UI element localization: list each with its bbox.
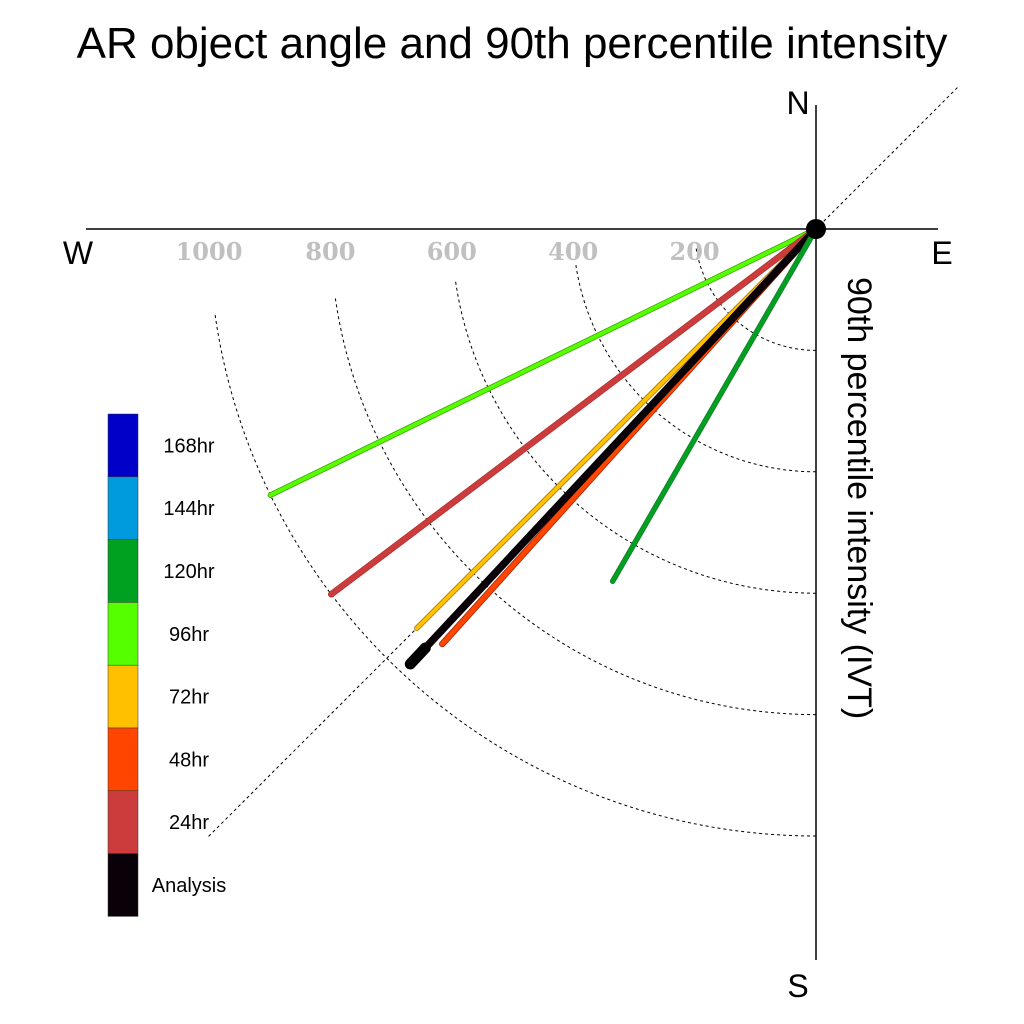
origin-point — [806, 219, 826, 239]
legend-label-72hr: 72hr — [169, 687, 209, 709]
y-axis-label: 90th percentile intensity (IVT) — [840, 277, 878, 719]
tick-label-600: 600 — [427, 237, 477, 266]
legend-swatch-168hr — [107, 413, 139, 478]
compass-west: W — [63, 235, 94, 271]
series-line-24hr — [328, 226, 819, 597]
legend-swatch-72hr — [107, 664, 139, 729]
legend-label-96hr: 96hr — [169, 624, 209, 646]
legend-swatch-120hr — [107, 539, 139, 603]
legend-label-48hr: 48hr — [169, 749, 209, 771]
legend-swatch-48hr — [107, 727, 139, 792]
legend-label-24hr: 24hr — [169, 812, 209, 834]
tick-label-1000: 1000 — [176, 237, 243, 266]
radial-tick-labels: 200 400 600 800 1000 — [176, 237, 720, 266]
legend-swatch-Analysis — [107, 853, 139, 917]
chart-title: AR object angle and 90th percentile inte… — [77, 19, 948, 68]
legend-label-120hr: 120hr — [163, 561, 214, 583]
range-ring-1000 — [214, 313, 817, 837]
legend-label-Analysis: Analysis — [152, 875, 226, 897]
series-endcap-Analysis — [404, 642, 431, 670]
legend-label-144hr: 144hr — [163, 498, 214, 520]
tick-label-800: 800 — [305, 237, 355, 266]
tick-label-200: 200 — [670, 237, 720, 266]
series-line-96hr — [268, 227, 818, 498]
legend-swatch-144hr — [107, 476, 139, 540]
tick-label-400: 400 — [548, 237, 598, 266]
legend: 168hr 144hr 120hr 96hr 72hr 48hr 24hr Analysis — [107, 413, 226, 917]
range-ring-600 — [454, 279, 817, 594]
series-lines — [267, 225, 820, 670]
legend-swatch-24hr — [107, 790, 139, 854]
legend-label-168hr: 168hr — [163, 435, 214, 457]
axes — [86, 105, 938, 960]
series-line-Analysis — [407, 226, 819, 668]
compass-north: N — [786, 85, 809, 121]
series-line-120hr — [610, 227, 818, 584]
compass-east: E — [931, 235, 952, 271]
range-ring-800 — [334, 296, 817, 716]
range-ring-400 — [575, 262, 817, 473]
legend-swatch-96hr — [107, 602, 139, 666]
compass-south: S — [787, 968, 808, 1004]
